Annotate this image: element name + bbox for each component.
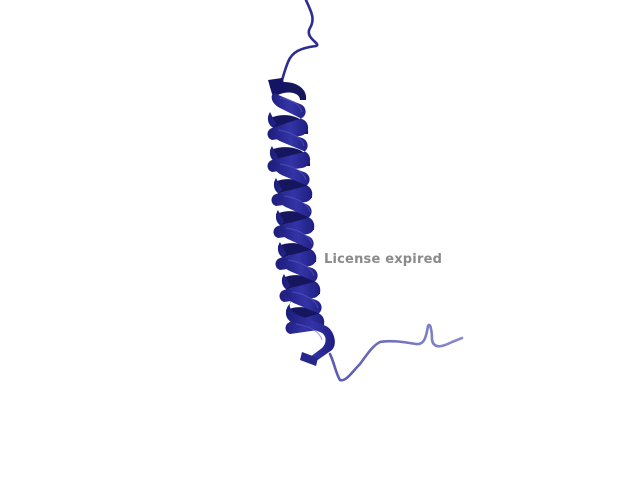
alpha-helix xyxy=(267,78,335,366)
license-watermark: License expired xyxy=(324,252,443,267)
c-terminal-coil xyxy=(328,323,464,382)
n-terminal-coil xyxy=(278,0,319,90)
helix-highlights xyxy=(277,97,323,341)
